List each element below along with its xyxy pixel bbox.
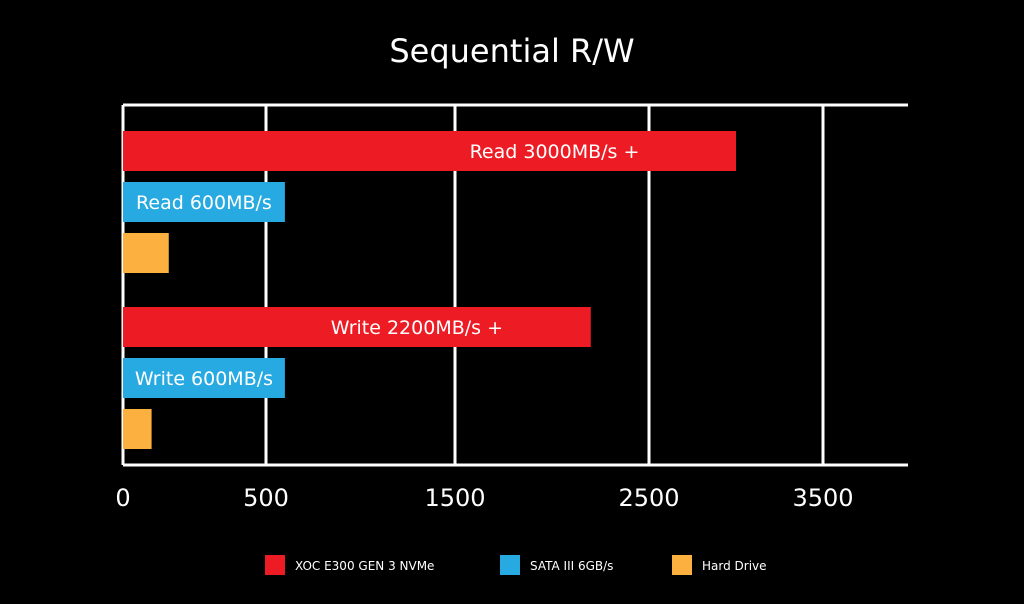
tick-labels: 0 500 1500 2500 3500	[115, 484, 853, 512]
tick-label-3500: 3500	[792, 484, 853, 512]
bar-label-read-nvme: Read 3000MB/s +	[470, 141, 640, 163]
legend-swatch-2	[672, 555, 692, 575]
tick-label-2500: 2500	[618, 484, 679, 512]
chart-title: Sequential R/W	[389, 32, 634, 70]
legend: XOC E300 GEN 3 NVMe SATA III 6GB/s Hard Dr…	[265, 555, 767, 575]
tick-label-500: 500	[243, 484, 289, 512]
legend-label-1: SATA III 6GB/s	[530, 559, 613, 573]
tick-label-1500: 1500	[424, 484, 485, 512]
bar-read-sata	[123, 182, 285, 222]
legend-label-0: XOC E300 GEN 3 NVMe	[295, 559, 434, 573]
bar-label-write-sata: Write 600MB/s	[135, 368, 273, 390]
bar-read-nvme	[123, 131, 736, 171]
legend-swatch-0	[265, 555, 285, 575]
bar-write-hdd	[123, 409, 152, 449]
bar-write-sata	[123, 358, 285, 398]
bar-write-nvme	[123, 307, 591, 347]
bars: Read 3000MB/s + Read 600MB/s Write 2200MB/…	[123, 131, 736, 449]
bar-label-read-sata: Read 600MB/s	[136, 192, 272, 214]
tick-label-0: 0	[115, 484, 130, 512]
legend-label-2: Hard Drive	[702, 559, 767, 573]
bar-label-write-nvme: Write 2200MB/s +	[331, 317, 503, 339]
bar-read-hdd	[123, 233, 169, 273]
legend-swatch-1	[500, 555, 520, 575]
